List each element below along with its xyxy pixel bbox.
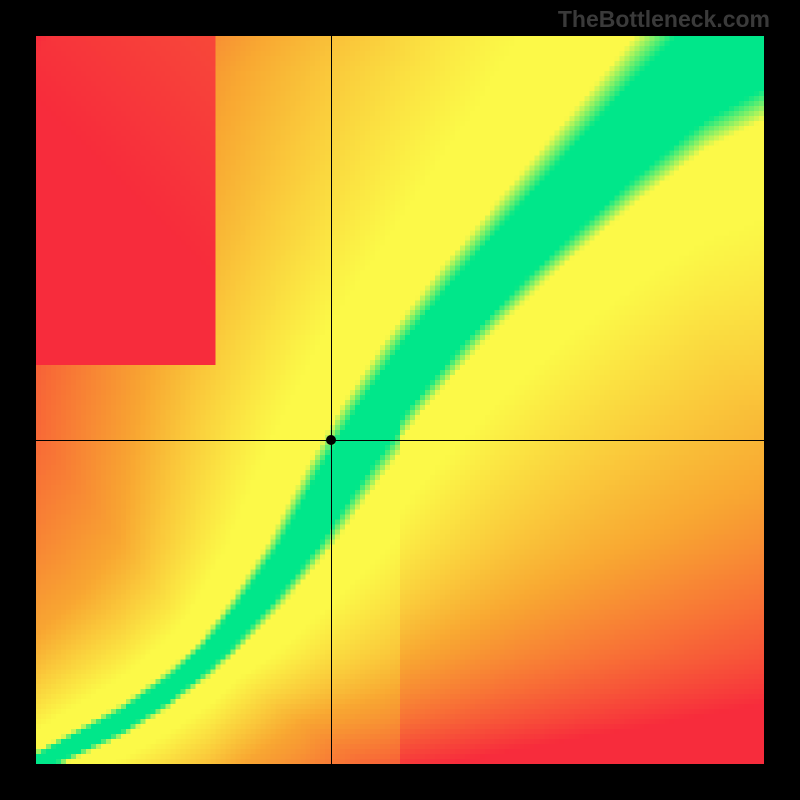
watermark-text: TheBottleneck.com [558, 6, 770, 33]
chart-container: TheBottleneck.com [0, 0, 800, 800]
crosshair-horizontal [36, 440, 764, 441]
plot-area [36, 36, 764, 764]
crosshair-vertical [331, 36, 332, 764]
selection-marker [326, 435, 336, 445]
bottleneck-heatmap [36, 36, 764, 764]
